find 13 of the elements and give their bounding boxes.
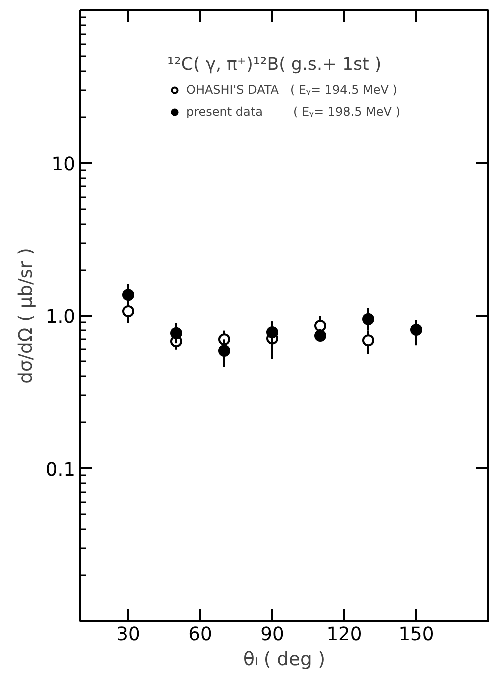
legend-title: ¹²C( γ, π⁺)¹²B( g.s.+ 1st ) — [167, 55, 383, 75]
y-tick-label: 10 — [52, 154, 76, 176]
x-tick-label: 60 — [188, 624, 212, 646]
y-tick-label: 1.0 — [46, 307, 76, 328]
x-axis-title: θₗ ( deg ) — [243, 650, 326, 670]
y-tick-label: 0.1 — [46, 460, 76, 481]
legend-label: present data ( Eᵧ= 198.5 MeV ) — [186, 105, 401, 119]
legend-label: OHASHI'S DATA ( Eᵧ= 194.5 MeV ) — [186, 83, 398, 97]
x-tick-label: 150 — [398, 624, 434, 646]
x-tick-label: 120 — [326, 624, 362, 646]
y-axis-title: dσ/dΩ ( μb/sr ) — [16, 248, 37, 384]
x-tick-label: 90 — [260, 624, 284, 646]
x-tick-label: 30 — [116, 624, 140, 646]
